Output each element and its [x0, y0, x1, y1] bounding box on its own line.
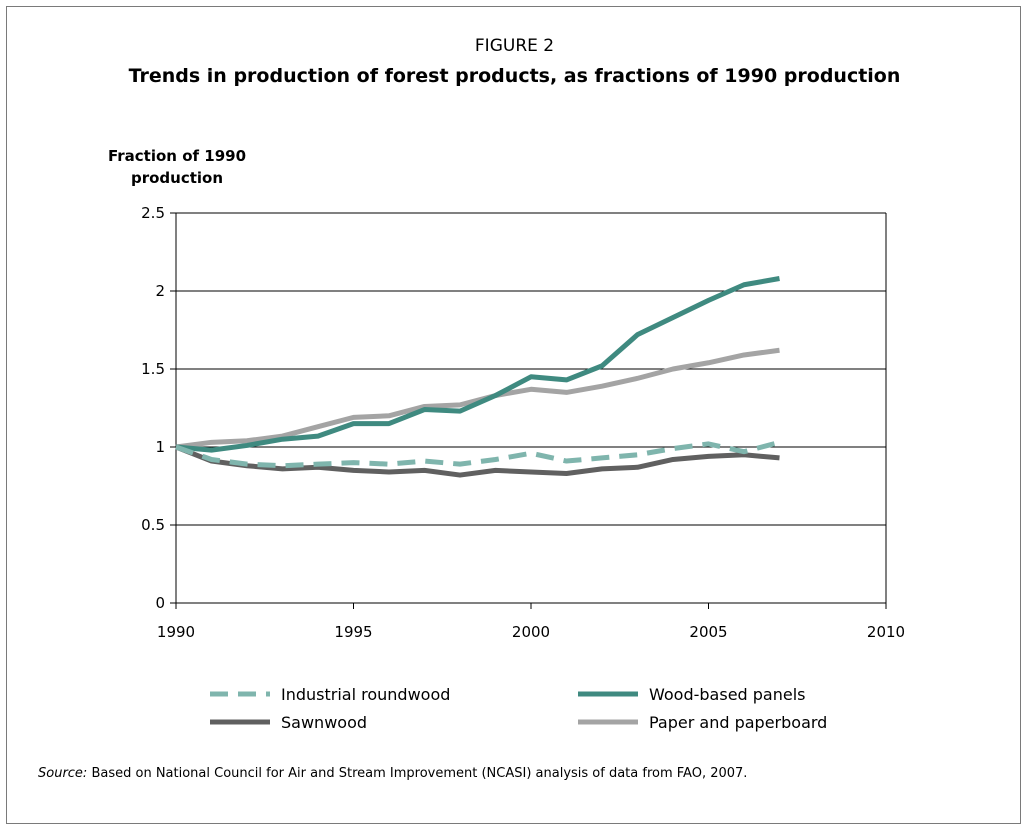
y-tick-label: 1 [155, 438, 165, 456]
figure-label: FIGURE 2 [474, 36, 555, 56]
series-line-wood-based-panels [175, 276, 780, 453]
legend-label-wood-based-panels: Wood-based panels [649, 685, 806, 704]
chart-title: Trends in production of forest products,… [128, 65, 901, 87]
x-tick-label: 2010 [867, 623, 905, 641]
legend: Industrial roundwood Wood-based panels Saw… [210, 685, 827, 732]
x-tick-label: 2005 [689, 623, 727, 641]
source-note: Source: Based on National Council for Ai… [38, 766, 747, 781]
series-line-paper-and-paperboard [175, 347, 780, 450]
tick-labels: 0 0.5 1 1.5 2 2.5 1990 1995 2000 2005 2010 [141, 204, 905, 641]
source-text: Based on National Council for Air and St… [87, 766, 748, 781]
grid-lines [176, 212, 886, 526]
y-tick-label: 2 [155, 282, 165, 300]
y-axis-label: Fraction of 1990 production [72, 145, 282, 189]
y-axis-label-line-2: production [130, 169, 224, 187]
legend-label-sawnwood: Sawnwood [281, 713, 367, 732]
axes [170, 212, 887, 609]
x-tick-label: 1990 [157, 623, 195, 641]
y-tick-label: 1.5 [141, 360, 165, 378]
y-tick-label: 0 [155, 594, 165, 612]
y-tick-label: 0.5 [141, 516, 165, 534]
y-tick-label: 2.5 [141, 204, 165, 222]
series-line-industrial-roundwood [175, 439, 781, 469]
figure-frame [6, 6, 1021, 824]
legend-label-paper-and-paperboard: Paper and paperboard [649, 713, 827, 732]
x-tick-label: 2000 [512, 623, 550, 641]
y-axis-label-line-1: Fraction of 1990 [107, 147, 247, 165]
series-line-sawnwood [175, 444, 780, 478]
x-tick-label: 1995 [334, 623, 372, 641]
source-prefix: Source: [38, 766, 88, 781]
series-lines [175, 276, 781, 478]
legend-label-industrial-roundwood: Industrial roundwood [281, 685, 450, 704]
